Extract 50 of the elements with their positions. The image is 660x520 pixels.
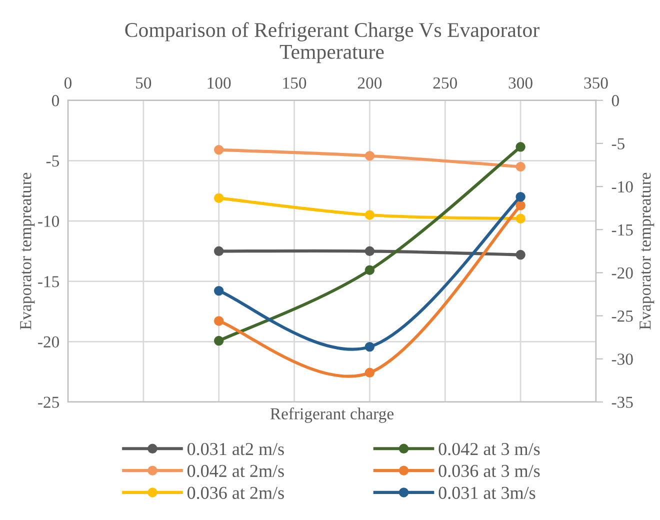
y2-tick-label: -15 [612,224,633,236]
point [214,193,224,203]
point [364,342,375,352]
point [214,144,224,155]
point [364,368,375,378]
x-tick-label: 200 [358,77,382,89]
y2-axis-title: Evaporator tempreature [640,172,654,330]
y2-tick-label: -35 [612,396,633,408]
x-tick-label: 50 [136,77,152,89]
y-tick-label: -10 [38,216,60,227]
y2-tick-label: -5 [612,138,624,150]
legend-label: 0.042 at 2m/s [187,464,284,478]
point [516,200,526,210]
x-tick-label: 150 [283,77,306,89]
y-tick-label: -5 [46,156,59,167]
point [214,336,224,346]
point [214,286,224,296]
y-tick-label: -20 [38,336,60,348]
y-tick-label: 0 [52,95,60,106]
chart-title: Comparison of Refrigerant Charge Vs Evaporator Temperature [125,22,540,64]
y-axis-title: Evaporator tempreature [20,172,35,330]
y2-tick-label: -30 [612,354,633,365]
legend-label: 0.036 at 3 m/s [438,464,540,478]
x-tick-label: 350 [584,77,608,89]
point [516,142,526,152]
y2-tick-label: 0 [612,95,619,106]
y2-tick-label: -25 [612,310,633,322]
point [516,214,526,224]
x-tick-label: 100 [208,77,231,89]
x-tick-label: 300 [508,77,532,89]
y2-tick-label: -10 [612,181,633,192]
point [516,250,526,260]
point [516,162,526,172]
legend-label: 0.031 at2 m/s [187,442,284,456]
x-tick-label: 250 [433,77,457,89]
point [516,192,526,202]
y2-tick-label: -20 [612,267,633,279]
x-axis-title: Refrigerant charge [270,408,394,423]
legend-label: 0.042 at 3 m/s [438,442,540,456]
point [214,246,224,256]
y-tick-label: -15 [38,276,59,288]
point [364,265,375,275]
point [214,316,224,326]
point [364,150,375,161]
point [364,210,375,220]
point [364,246,375,256]
x-tick-label: 0 [64,77,72,89]
y-tick-label: -25 [38,396,59,408]
legend-label: 0.031 at 3m/s [438,486,536,500]
legend-label: 0.036 at 2m/s [187,486,284,500]
